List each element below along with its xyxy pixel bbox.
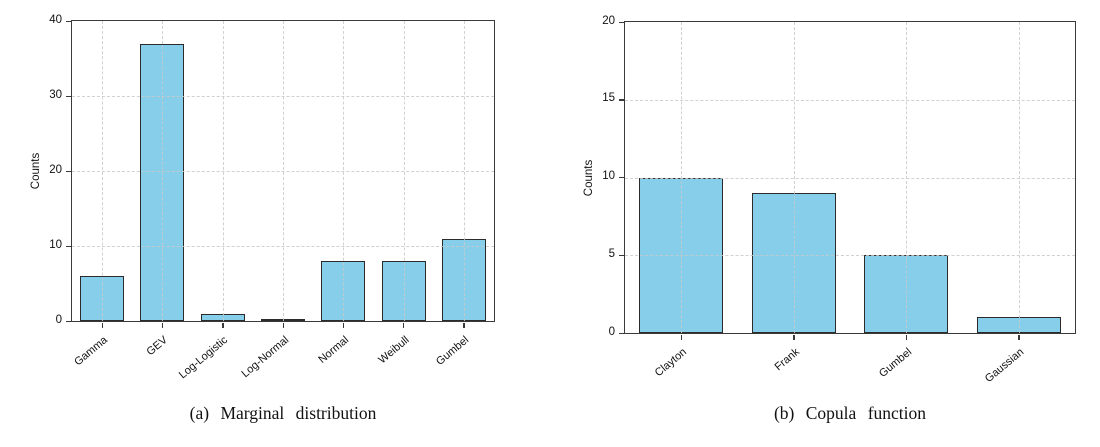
y-tick-mark (618, 99, 624, 101)
bar-gaussian (976, 317, 1061, 333)
y-tick-label: 40 (49, 13, 62, 26)
y-tick-mark (618, 177, 624, 179)
y-tick-label: 20 (602, 14, 615, 27)
gridline-horizontal (72, 246, 494, 247)
gridline-vertical (222, 21, 224, 321)
bar-gumbel (864, 255, 949, 333)
bar-log-normal (261, 319, 305, 321)
gridline-horizontal (72, 96, 494, 97)
bar-gumbel (441, 238, 486, 321)
x-tick-mark (1018, 334, 1020, 340)
y-tick-label: 10 (602, 170, 615, 182)
y-tick-label: 20 (49, 163, 62, 176)
y-tick-label: 0 (608, 325, 615, 338)
bar-normal (321, 261, 366, 321)
x-tick-label-gaussian: Gaussian (983, 346, 1027, 386)
bar-gev (140, 43, 185, 321)
gridline-vertical (283, 21, 284, 321)
x-tick-mark (282, 322, 284, 328)
y-tick-label: 10 (49, 238, 62, 251)
caption-copula-function: (b) Copula function (773, 403, 927, 423)
bar-gamma (80, 276, 125, 321)
x-tick-mark (161, 322, 164, 328)
y-tick-mark (65, 170, 71, 172)
x-tick-label-wrap: Gumbel (304, 330, 471, 368)
plot-area-marginal (70, 19, 495, 322)
y-tick-mark (65, 245, 71, 247)
x-tick-mark (403, 322, 405, 328)
x-tick-mark (222, 322, 224, 328)
x-tick-mark (342, 322, 345, 328)
bar-frank (751, 193, 836, 333)
caption-marginal-distribution: (a) Marginal distribution (189, 403, 377, 423)
x-tick-label-gumbel: Gumbel (434, 334, 472, 368)
x-tick-label-wrap: Gaussian (859, 342, 1026, 385)
bar-log-logistic (200, 313, 245, 321)
x-tick-mark (905, 334, 908, 340)
y-tick-mark (65, 320, 71, 322)
x-tick-mark (101, 322, 103, 328)
x-tick-mark (680, 334, 683, 340)
x-tick-mark (463, 322, 465, 328)
gridline-horizontal (72, 171, 494, 172)
y-tick-mark (618, 254, 624, 257)
y-tick-mark (65, 95, 71, 97)
bar-clayton (639, 177, 724, 333)
y-tick-label: 15 (602, 92, 615, 105)
y-tick-mark (618, 21, 624, 23)
y-tick-mark (65, 20, 71, 22)
bar-weibull (381, 261, 426, 321)
y-tick-label: 0 (55, 313, 62, 326)
gridline-horizontal (625, 99, 1075, 101)
gridline-vertical (1018, 22, 1020, 333)
x-tick-mark (793, 334, 795, 340)
y-tick-label: 5 (608, 247, 615, 260)
y-tick-label: 30 (49, 88, 62, 101)
y-tick-mark (618, 332, 624, 334)
